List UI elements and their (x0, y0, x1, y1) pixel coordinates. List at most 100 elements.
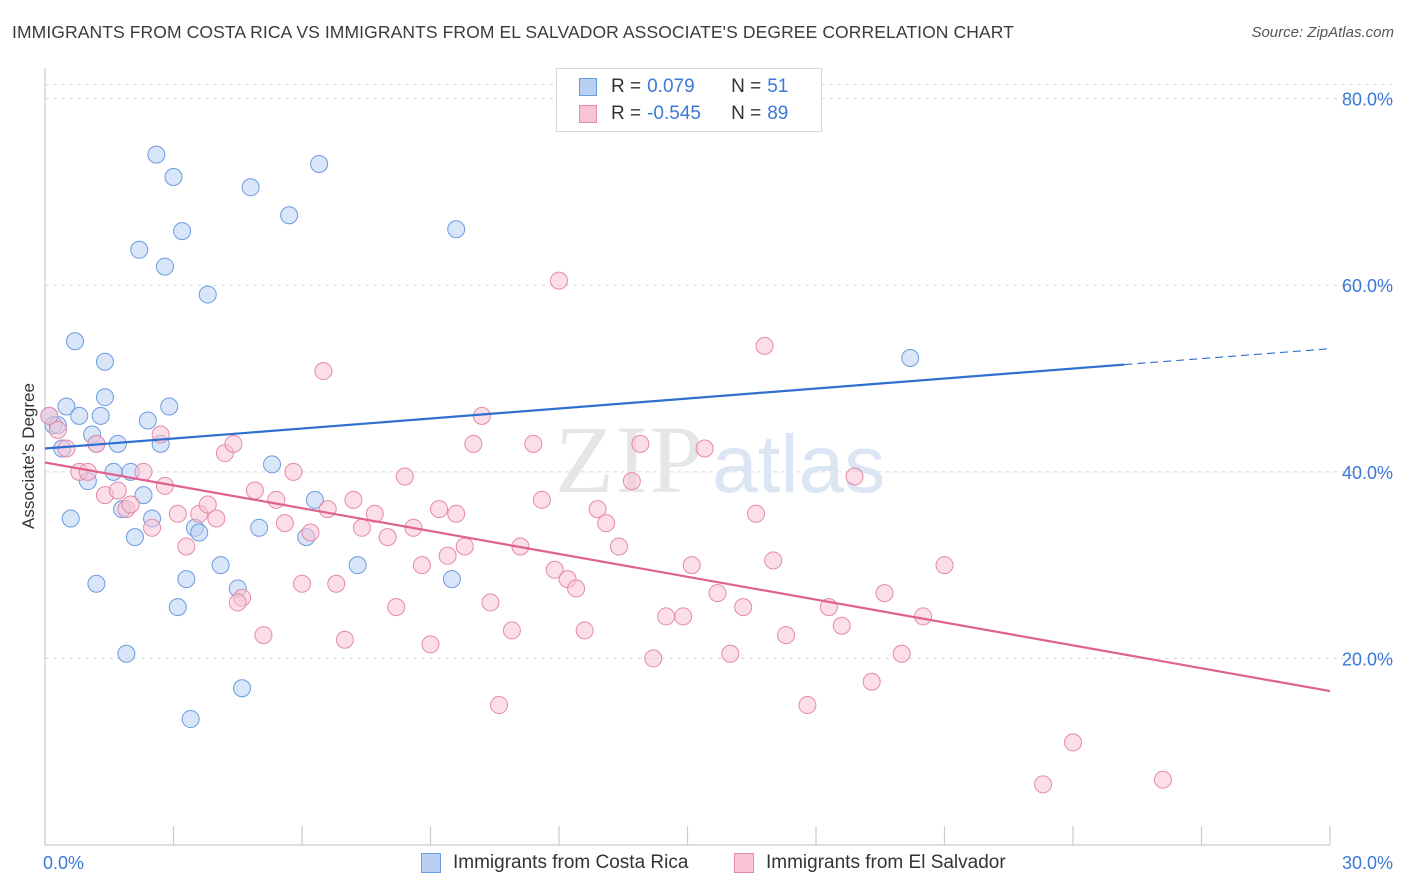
el-salvador-point (168, 504, 187, 523)
el-salvador-point (935, 556, 954, 575)
el-salvador-point (412, 556, 431, 575)
el-salvador-point (490, 696, 509, 715)
legend-label: Immigrants from El Salvador (766, 852, 1006, 873)
costa-rica-point (233, 679, 252, 698)
swatch-pink-icon (579, 105, 597, 123)
chart-title: IMMIGRANTS FROM COSTA RICA VS IMMIGRANTS… (12, 22, 1014, 42)
grid-layer (45, 84, 1392, 659)
el-salvador-point (293, 574, 311, 593)
el-salvador-point (892, 644, 911, 663)
costa-rica-point (901, 349, 920, 368)
el-salvador-point (48, 420, 67, 439)
el-salvador-point (421, 635, 440, 654)
el-salvador-point (597, 514, 616, 533)
costa-rica-point (65, 332, 84, 351)
y-tick-label: 40.0% (1342, 463, 1393, 483)
costa-rica-point (130, 240, 149, 259)
legend-item-el-salvador[interactable]: Immigrants from El Salvador (734, 852, 1006, 874)
costa-rica-point (168, 598, 187, 617)
x-tick-label: 30.0% (1342, 853, 1393, 873)
costa-rica-point (91, 406, 110, 425)
costa-rica-point (305, 490, 324, 509)
el-salvador-point (845, 467, 864, 486)
el-salvador-point (532, 490, 551, 509)
el-salvador-point (721, 644, 740, 663)
y-tick-label: 80.0% (1342, 90, 1393, 110)
costa-rica-trendline-extension (1124, 348, 1331, 366)
el-salvador-trendline (44, 461, 1331, 693)
legend-swatch-pink-icon (734, 853, 754, 873)
costa-rica-point (138, 411, 157, 430)
el-salvador-point (447, 504, 466, 523)
el-salvador-point (284, 462, 303, 481)
costa-rica-point (447, 220, 466, 239)
el-salvador-point (862, 672, 881, 691)
el-salvador-point (395, 467, 414, 486)
el-salvador-point (430, 500, 449, 519)
costa-rica-point (70, 406, 89, 425)
el-salvador-point (502, 621, 521, 640)
el-salvador-point (695, 439, 714, 458)
y-axis-label: Associate's Degree (19, 383, 38, 529)
r-label: R = (611, 76, 642, 97)
source-credit: Source: ZipAtlas.com (1251, 24, 1394, 41)
costa-rica-point (134, 486, 153, 505)
el-salvador-point (228, 593, 247, 612)
r-label: R = (611, 103, 642, 124)
costa-rica-point (250, 518, 269, 537)
el-salvador-point (314, 362, 333, 381)
costa-rica-point (57, 397, 76, 416)
el-salvador-point (875, 584, 894, 603)
el-salvador-point (245, 481, 264, 500)
el-salvador-point (198, 495, 217, 514)
legend: Immigrants from Costa Rica Immigrants fr… (0, 852, 1406, 878)
el-salvador-point (622, 472, 641, 491)
el-salvador-point (708, 584, 727, 603)
legend-label: Immigrants from Costa Rica (453, 852, 689, 873)
costa-rica-point (310, 154, 329, 173)
costa-rica-point (164, 168, 183, 187)
el-salvador-point (57, 439, 76, 458)
el-salvador-point (755, 336, 774, 355)
el-salvador-point (143, 518, 162, 537)
costa-rica-point (348, 556, 367, 575)
el-salvador-point (1034, 775, 1053, 794)
el-salvador-point (674, 607, 693, 626)
el-salvador-point (327, 574, 346, 593)
el-salvador-point (134, 462, 153, 481)
el-salvador-point (387, 598, 406, 617)
costa-rica-point (280, 206, 299, 225)
el-salvador-point (344, 490, 363, 509)
el-salvador-point (318, 500, 337, 519)
el-salvador-point (524, 434, 543, 453)
costa-rica-point (61, 509, 80, 528)
el-salvador-point (365, 504, 384, 523)
costa-rica-point (147, 145, 166, 164)
stats-box: R = 0.079 N = 51 R = -0.545 N = 89 (556, 68, 822, 132)
el-salvador-point (464, 434, 483, 453)
el-salvador-point (764, 551, 783, 570)
costa-rica-point (177, 570, 196, 589)
el-salvador-point (481, 593, 500, 612)
el-salvador-point (545, 560, 564, 579)
el-salvador-point (550, 271, 568, 290)
el-salvador-point (1153, 770, 1172, 789)
swatch-blue-icon (579, 78, 597, 96)
el-salvador-point (40, 406, 59, 425)
tick-labels: 20.0% 40.0% 60.0% 80.0% 0.0% 30.0% (43, 90, 1393, 873)
n-label: N = (731, 103, 762, 124)
legend-item-costa-rica[interactable]: Immigrants from Costa Rica (421, 852, 688, 874)
legend-swatch-blue-icon (421, 853, 441, 873)
trend-layer (44, 348, 1331, 693)
el-salvador-point (438, 546, 457, 565)
el-salvador-point (335, 630, 354, 649)
costa-rica-point (117, 644, 136, 663)
el-salvador-point (254, 626, 273, 645)
r-value: -0.545 (647, 103, 701, 124)
el-salvador-point (644, 649, 663, 668)
watermark-atlas: atlas (712, 419, 885, 510)
el-salvador-point (1064, 733, 1082, 752)
costa-rica-point (155, 257, 174, 276)
stats-row-el-salvador: R = -0.545 N = 89 (579, 101, 788, 127)
